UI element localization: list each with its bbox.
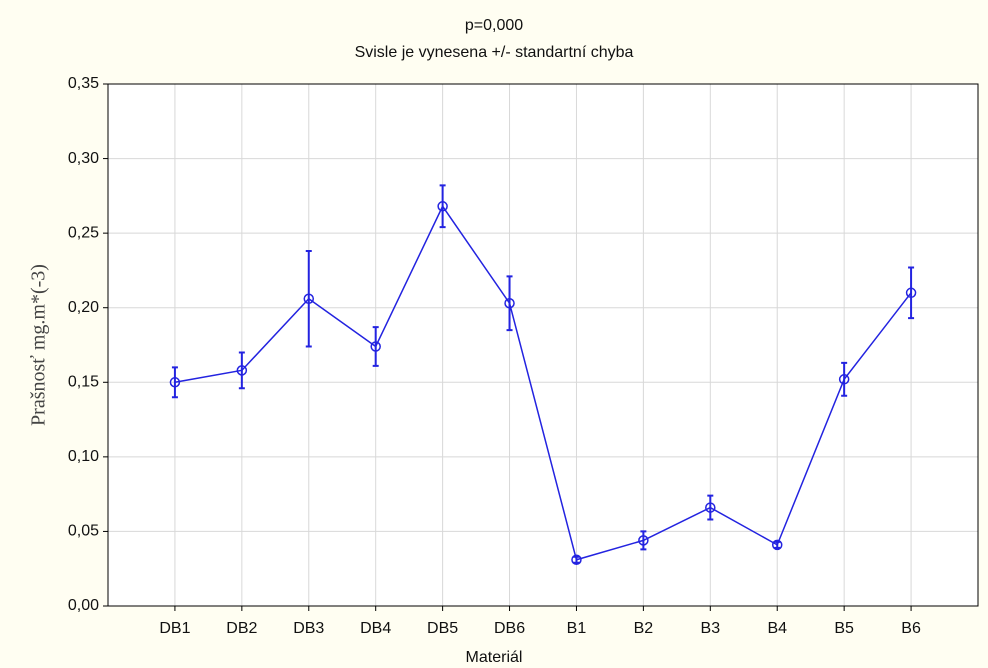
- data-point: [303, 293, 315, 305]
- y-tick-label: 0,30: [68, 150, 99, 167]
- x-tick-label: B5: [834, 620, 854, 637]
- x-tick-label: DB1: [159, 620, 190, 637]
- error-bar: [841, 361, 848, 397]
- x-tick-label: B6: [901, 620, 921, 637]
- error-bar: [171, 366, 178, 399]
- x-tick-label: DB2: [226, 620, 257, 637]
- data-point: [705, 502, 716, 513]
- chart-subtitle: Svisle je vynesena +/- standartní chyba: [355, 44, 634, 61]
- y-tick-label: 0,20: [68, 299, 99, 316]
- y-tick-label: 0,35: [68, 75, 99, 92]
- chart-title: p=0,000: [465, 17, 523, 34]
- error-bar: [573, 555, 580, 564]
- y-tick-label: 0,00: [68, 597, 99, 614]
- error-bar: [506, 275, 513, 332]
- y-tick-label: 0,05: [68, 523, 99, 540]
- y-tick-label: 0,15: [68, 374, 99, 391]
- data-point: [838, 374, 850, 385]
- x-tick-label: DB3: [293, 620, 324, 637]
- data-point: [905, 287, 917, 299]
- data-point: [437, 201, 448, 212]
- y-axis-label: Prašnosť mg.m*(-3): [28, 264, 50, 426]
- data-line: [174, 204, 912, 561]
- error-bar: [640, 530, 647, 551]
- data-point: [504, 297, 515, 309]
- error-bar: [908, 266, 915, 320]
- plot-area: [108, 84, 978, 606]
- error-bar: [238, 351, 245, 390]
- x-tick-label: B1: [567, 620, 587, 637]
- x-tick-label: B4: [767, 620, 787, 637]
- data-point: [771, 539, 783, 551]
- data-point: [236, 365, 248, 376]
- data-point: [638, 535, 649, 546]
- error-bar: [305, 250, 312, 348]
- y-tick-label: 0,10: [68, 448, 99, 465]
- plot-frame: [107, 83, 979, 607]
- error-bar: [774, 540, 781, 549]
- x-tick-label: B3: [701, 620, 721, 637]
- x-tick-label: DB4: [360, 620, 391, 637]
- x-tick-label: DB6: [494, 620, 525, 637]
- data-point: [169, 377, 181, 388]
- data-point: [571, 554, 582, 566]
- x-axis-label: Materiál: [466, 649, 523, 666]
- error-bar: [707, 494, 714, 521]
- x-tick-label: DB5: [427, 620, 458, 637]
- error-bar: [439, 184, 446, 229]
- y-tick-label: 0,25: [68, 224, 99, 241]
- data-point: [370, 341, 381, 352]
- error-bar: [372, 326, 379, 367]
- x-tick-label: B2: [634, 620, 654, 637]
